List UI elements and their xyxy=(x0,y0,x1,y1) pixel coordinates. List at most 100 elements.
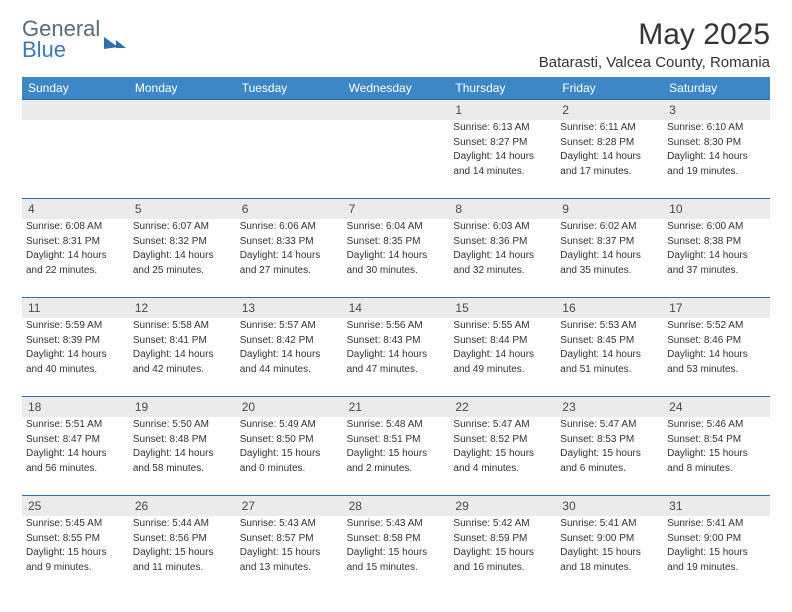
day-number: 11 xyxy=(22,298,129,318)
sunrise-text: Sunrise: 6:11 AM xyxy=(560,122,659,135)
sunset-text: Sunset: 8:31 PM xyxy=(26,236,125,249)
daylight-text: Daylight: 15 hours xyxy=(560,547,659,560)
day-cell xyxy=(343,120,450,198)
daylight-text: Daylight: 15 hours xyxy=(667,547,766,560)
daylight-text: Daylight: 15 hours xyxy=(453,448,552,461)
sunrise-text: Sunrise: 6:13 AM xyxy=(453,122,552,135)
daylight-text: Daylight: 15 hours xyxy=(347,547,446,560)
day-number: 17 xyxy=(663,298,770,318)
sunrise-text: Sunrise: 5:51 AM xyxy=(26,419,125,432)
sunset-text: Sunset: 8:59 PM xyxy=(453,533,552,546)
sunrise-text: Sunrise: 6:04 AM xyxy=(347,221,446,234)
day-number: 24 xyxy=(663,397,770,417)
day-cell: Sunrise: 5:55 AMSunset: 8:44 PMDaylight:… xyxy=(449,318,556,396)
day-number: 15 xyxy=(449,298,556,318)
daylight-text: Daylight: 15 hours xyxy=(240,547,339,560)
daylight-text: and 18 minutes. xyxy=(560,562,659,575)
daylight-text: Daylight: 15 hours xyxy=(560,448,659,461)
day-number: 28 xyxy=(343,496,450,516)
daylight-text: and 30 minutes. xyxy=(347,265,446,278)
sunset-text: Sunset: 9:00 PM xyxy=(667,533,766,546)
dow-monday: Monday xyxy=(129,77,236,99)
sunrise-text: Sunrise: 5:43 AM xyxy=(240,518,339,531)
daylight-text: and 11 minutes. xyxy=(133,562,232,575)
daylight-text: and 9 minutes. xyxy=(26,562,125,575)
daylight-text: and 14 minutes. xyxy=(453,166,552,179)
day-number xyxy=(129,100,236,120)
day-number: 27 xyxy=(236,496,343,516)
sunrise-text: Sunrise: 6:10 AM xyxy=(667,122,766,135)
day-cell xyxy=(129,120,236,198)
day-number: 10 xyxy=(663,199,770,219)
daylight-text: Daylight: 14 hours xyxy=(453,151,552,164)
sunrise-text: Sunrise: 5:45 AM xyxy=(26,518,125,531)
day-cell: Sunrise: 5:56 AMSunset: 8:43 PMDaylight:… xyxy=(343,318,450,396)
sunset-text: Sunset: 8:28 PM xyxy=(560,137,659,150)
daylight-text: Daylight: 14 hours xyxy=(453,250,552,263)
day-number: 8 xyxy=(449,199,556,219)
daylight-text: Daylight: 14 hours xyxy=(347,349,446,362)
day-number: 21 xyxy=(343,397,450,417)
sunrise-text: Sunrise: 6:02 AM xyxy=(560,221,659,234)
daylight-text: and 17 minutes. xyxy=(560,166,659,179)
daylight-text: Daylight: 15 hours xyxy=(453,547,552,560)
daylight-text: and 22 minutes. xyxy=(26,265,125,278)
day-number: 18 xyxy=(22,397,129,417)
sunrise-text: Sunrise: 5:43 AM xyxy=(347,518,446,531)
sunrise-text: Sunrise: 5:47 AM xyxy=(560,419,659,432)
daylight-text: Daylight: 14 hours xyxy=(240,349,339,362)
sunrise-text: Sunrise: 6:03 AM xyxy=(453,221,552,234)
day-number: 13 xyxy=(236,298,343,318)
daylight-text: Daylight: 15 hours xyxy=(26,547,125,560)
day-cell: Sunrise: 6:10 AMSunset: 8:30 PMDaylight:… xyxy=(663,120,770,198)
daylight-text: and 27 minutes. xyxy=(240,265,339,278)
sunset-text: Sunset: 8:56 PM xyxy=(133,533,232,546)
sunset-text: Sunset: 8:46 PM xyxy=(667,335,766,348)
day-cell: Sunrise: 6:02 AMSunset: 8:37 PMDaylight:… xyxy=(556,219,663,297)
daylight-text: Daylight: 14 hours xyxy=(560,250,659,263)
day-number: 30 xyxy=(556,496,663,516)
dow-friday: Friday xyxy=(556,77,663,99)
calendar-grid: Sunday Monday Tuesday Wednesday Thursday… xyxy=(22,77,770,594)
daylight-text: Daylight: 14 hours xyxy=(133,349,232,362)
daylight-text: and 25 minutes. xyxy=(133,265,232,278)
day-number: 14 xyxy=(343,298,450,318)
daylight-text: and 13 minutes. xyxy=(240,562,339,575)
sunset-text: Sunset: 8:42 PM xyxy=(240,335,339,348)
sunrise-text: Sunrise: 5:50 AM xyxy=(133,419,232,432)
week-row: Sunrise: 5:51 AMSunset: 8:47 PMDaylight:… xyxy=(22,417,770,495)
daylight-text: and 56 minutes. xyxy=(26,463,125,476)
daylight-text: and 35 minutes. xyxy=(560,265,659,278)
sunrise-text: Sunrise: 5:57 AM xyxy=(240,320,339,333)
daylight-text: and 49 minutes. xyxy=(453,364,552,377)
daylight-text: Daylight: 14 hours xyxy=(560,349,659,362)
sunrise-text: Sunrise: 5:41 AM xyxy=(667,518,766,531)
daylight-text: Daylight: 14 hours xyxy=(667,349,766,362)
day-number xyxy=(236,100,343,120)
day-cell: Sunrise: 6:13 AMSunset: 8:27 PMDaylight:… xyxy=(449,120,556,198)
day-cell: Sunrise: 6:07 AMSunset: 8:32 PMDaylight:… xyxy=(129,219,236,297)
day-cell: Sunrise: 6:11 AMSunset: 8:28 PMDaylight:… xyxy=(556,120,663,198)
location-subtitle: Batarasti, Valcea County, Romania xyxy=(539,54,770,71)
day-number xyxy=(22,100,129,120)
daylight-text: and 53 minutes. xyxy=(667,364,766,377)
day-number: 26 xyxy=(129,496,236,516)
daylight-text: and 16 minutes. xyxy=(453,562,552,575)
day-cell: Sunrise: 5:48 AMSunset: 8:51 PMDaylight:… xyxy=(343,417,450,495)
sunset-text: Sunset: 8:54 PM xyxy=(667,434,766,447)
sunrise-text: Sunrise: 5:48 AM xyxy=(347,419,446,432)
day-number: 16 xyxy=(556,298,663,318)
daylight-text: Daylight: 14 hours xyxy=(26,250,125,263)
day-number: 3 xyxy=(663,100,770,120)
day-number: 1 xyxy=(449,100,556,120)
day-cell: Sunrise: 5:43 AMSunset: 8:57 PMDaylight:… xyxy=(236,516,343,594)
day-cell: Sunrise: 5:47 AMSunset: 8:53 PMDaylight:… xyxy=(556,417,663,495)
day-number: 12 xyxy=(129,298,236,318)
daynum-row: 45678910 xyxy=(22,198,770,219)
header: General Blue May 2025 Batarasti, Valcea … xyxy=(22,18,770,71)
day-cell: Sunrise: 6:06 AMSunset: 8:33 PMDaylight:… xyxy=(236,219,343,297)
weeks-container: 12 3 Sunrise: 6:13 AMSunset: 8:27 PMDaylig… xyxy=(22,99,770,594)
day-cell: Sunrise: 6:04 AMSunset: 8:35 PMDaylight:… xyxy=(343,219,450,297)
day-number: 22 xyxy=(449,397,556,417)
day-cell: Sunrise: 5:44 AMSunset: 8:56 PMDaylight:… xyxy=(129,516,236,594)
